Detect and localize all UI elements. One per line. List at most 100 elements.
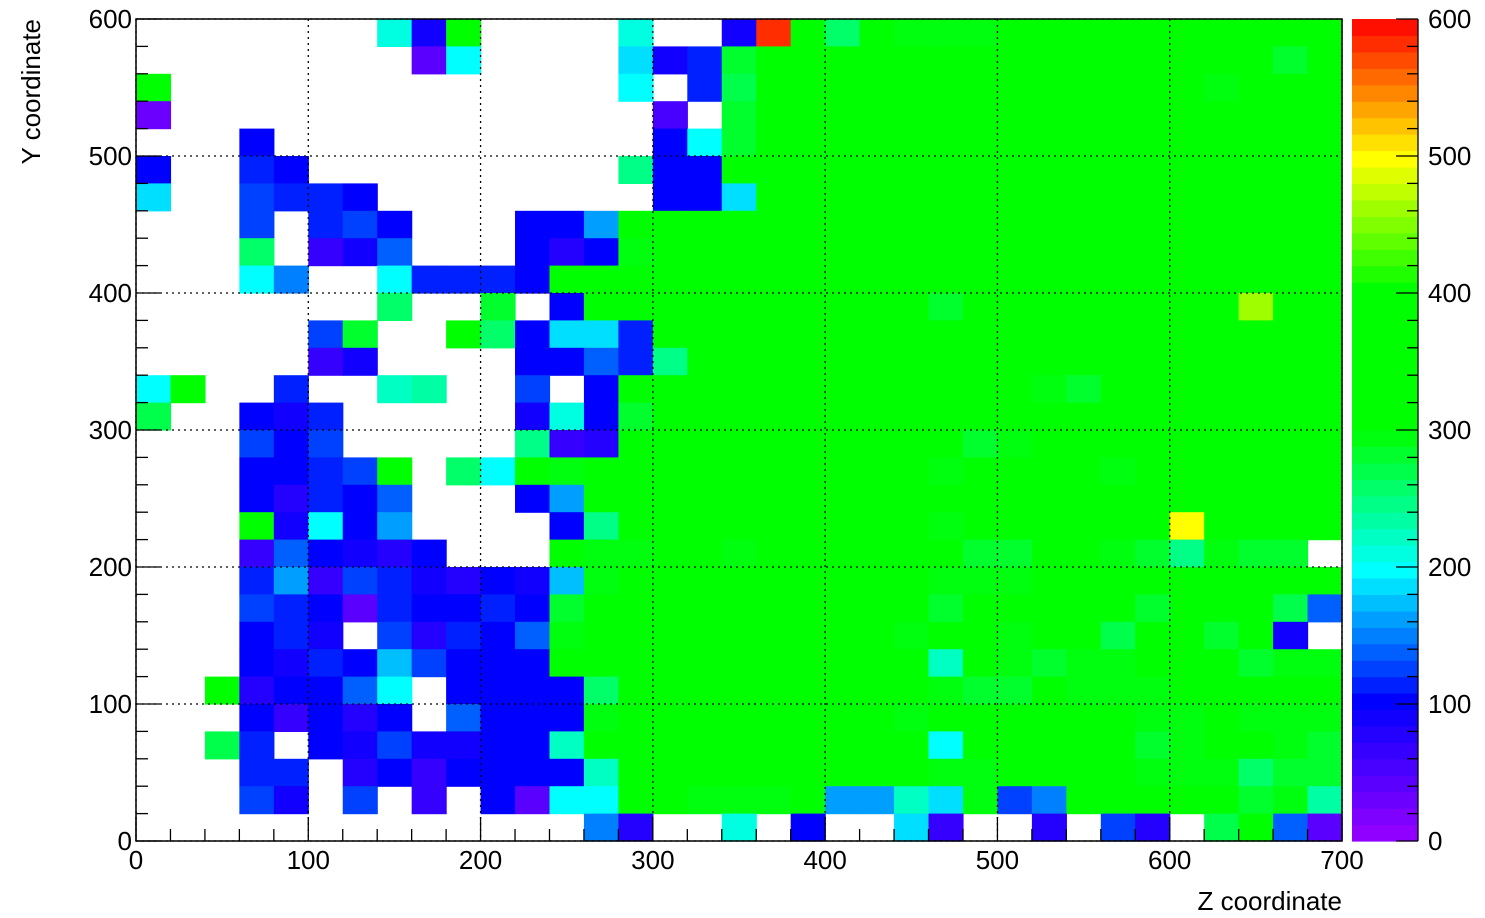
heatmap-cell bbox=[1135, 567, 1171, 595]
heatmap-cell bbox=[1100, 210, 1136, 239]
heatmap-cell bbox=[342, 649, 378, 678]
heatmap-cell bbox=[962, 375, 999, 404]
heatmap-cell bbox=[1169, 621, 1205, 650]
heatmap-cell bbox=[239, 484, 275, 513]
heatmap-cell bbox=[1100, 786, 1136, 815]
heatmap-cell bbox=[962, 512, 999, 541]
heatmap-cell bbox=[1066, 457, 1102, 486]
z-tick-label: 0 bbox=[1428, 826, 1442, 856]
heatmap-cell bbox=[1238, 210, 1274, 239]
heatmap-cell bbox=[894, 238, 930, 267]
heatmap-cell bbox=[1135, 676, 1171, 705]
heatmap-cell bbox=[273, 676, 309, 705]
heatmap-cell bbox=[239, 621, 275, 650]
heatmap-cell bbox=[446, 594, 482, 623]
heatmap-cell bbox=[170, 375, 206, 404]
heatmap-cell bbox=[1031, 183, 1067, 212]
color-bar-segment bbox=[1352, 462, 1418, 480]
heatmap-cell bbox=[446, 621, 482, 650]
heatmap-cell bbox=[583, 265, 619, 294]
heatmap-cell bbox=[721, 101, 757, 130]
heatmap-cell bbox=[411, 567, 447, 595]
heatmap-cell bbox=[1031, 813, 1067, 842]
heatmap-cell bbox=[825, 265, 861, 294]
heatmap-cell bbox=[687, 567, 723, 595]
heatmap-cell bbox=[997, 265, 1033, 294]
heatmap-cell bbox=[790, 731, 826, 760]
heatmap-cell bbox=[1135, 238, 1171, 267]
color-bar-segment bbox=[1352, 232, 1418, 250]
heatmap-cell bbox=[652, 621, 688, 650]
color-bar-segment bbox=[1352, 742, 1418, 760]
z-tick-label: 200 bbox=[1428, 552, 1471, 582]
heatmap-cell bbox=[652, 594, 688, 623]
heatmap-cell bbox=[687, 430, 723, 458]
heatmap-cell bbox=[997, 402, 1033, 431]
heatmap-cell bbox=[618, 73, 654, 102]
heatmap-cell bbox=[825, 320, 861, 349]
heatmap-cell bbox=[652, 210, 688, 239]
color-bar-segment bbox=[1352, 19, 1418, 37]
heatmap-cell bbox=[859, 539, 895, 568]
heatmap-cell bbox=[1100, 457, 1136, 486]
heatmap-cell bbox=[652, 293, 688, 321]
heatmap-cell bbox=[136, 402, 172, 431]
heatmap-cell bbox=[1238, 567, 1274, 595]
heatmap-cell bbox=[962, 484, 999, 513]
heatmap-cell bbox=[1135, 539, 1171, 568]
heatmap-cell bbox=[825, 156, 861, 184]
heatmap-cell bbox=[1273, 594, 1309, 623]
heatmap-cell bbox=[239, 731, 275, 760]
heatmap-cell bbox=[1100, 676, 1136, 705]
heatmap-cell bbox=[1135, 786, 1171, 815]
heatmap-cell bbox=[1273, 375, 1309, 404]
heatmap-cell bbox=[962, 210, 999, 239]
heatmap-cell bbox=[894, 758, 930, 787]
heatmap-cell bbox=[377, 484, 413, 513]
color-bar-segment bbox=[1352, 495, 1418, 513]
heatmap-cell bbox=[894, 210, 930, 239]
heatmap-cell bbox=[928, 293, 964, 321]
heatmap-cell bbox=[239, 676, 275, 705]
heatmap-cell bbox=[377, 238, 413, 267]
heatmap-cell bbox=[756, 101, 792, 130]
heatmap-cell bbox=[1238, 265, 1274, 294]
heatmap-cell bbox=[308, 512, 344, 541]
heatmap-cell bbox=[1066, 320, 1102, 349]
heatmap-cell bbox=[1204, 73, 1240, 102]
heatmap-cell bbox=[825, 484, 861, 513]
heatmap-cell bbox=[790, 457, 826, 486]
heatmap-cell bbox=[618, 786, 654, 815]
heatmap-cell bbox=[962, 649, 999, 678]
heatmap-cell bbox=[1204, 704, 1240, 732]
heatmap-cell bbox=[1307, 347, 1343, 376]
heatmap-cell bbox=[721, 402, 757, 431]
heatmap-cell bbox=[446, 19, 482, 47]
heatmap-cell bbox=[687, 649, 723, 678]
heatmap-cell bbox=[1169, 786, 1205, 815]
heatmap-cell bbox=[618, 512, 654, 541]
heatmap-cell bbox=[687, 402, 723, 431]
heatmap-cell bbox=[997, 320, 1033, 349]
z-tick-label: 500 bbox=[1428, 141, 1471, 171]
heatmap-cell bbox=[239, 649, 275, 678]
heatmap-cell bbox=[1204, 265, 1240, 294]
heatmap-cell bbox=[859, 758, 895, 787]
color-bar-segment bbox=[1352, 725, 1418, 743]
heatmap-cell bbox=[1100, 183, 1136, 212]
heatmap-cell bbox=[411, 758, 447, 787]
heatmap-cell bbox=[721, 786, 757, 815]
heatmap-cell bbox=[859, 156, 895, 184]
heatmap-cell bbox=[273, 484, 309, 513]
heatmap-cell bbox=[894, 786, 930, 815]
heatmap-cell bbox=[894, 293, 930, 321]
heatmap-cell bbox=[618, 238, 654, 267]
heatmap-cell bbox=[894, 402, 930, 431]
heatmap-cell bbox=[1204, 128, 1240, 157]
heatmap-cell bbox=[515, 758, 551, 787]
heatmap-cell bbox=[1100, 594, 1136, 623]
heatmap-cell bbox=[618, 484, 654, 513]
x-tick-label: 500 bbox=[976, 845, 1019, 875]
heatmap-cell bbox=[997, 19, 1033, 47]
heatmap-cell bbox=[1066, 293, 1102, 321]
